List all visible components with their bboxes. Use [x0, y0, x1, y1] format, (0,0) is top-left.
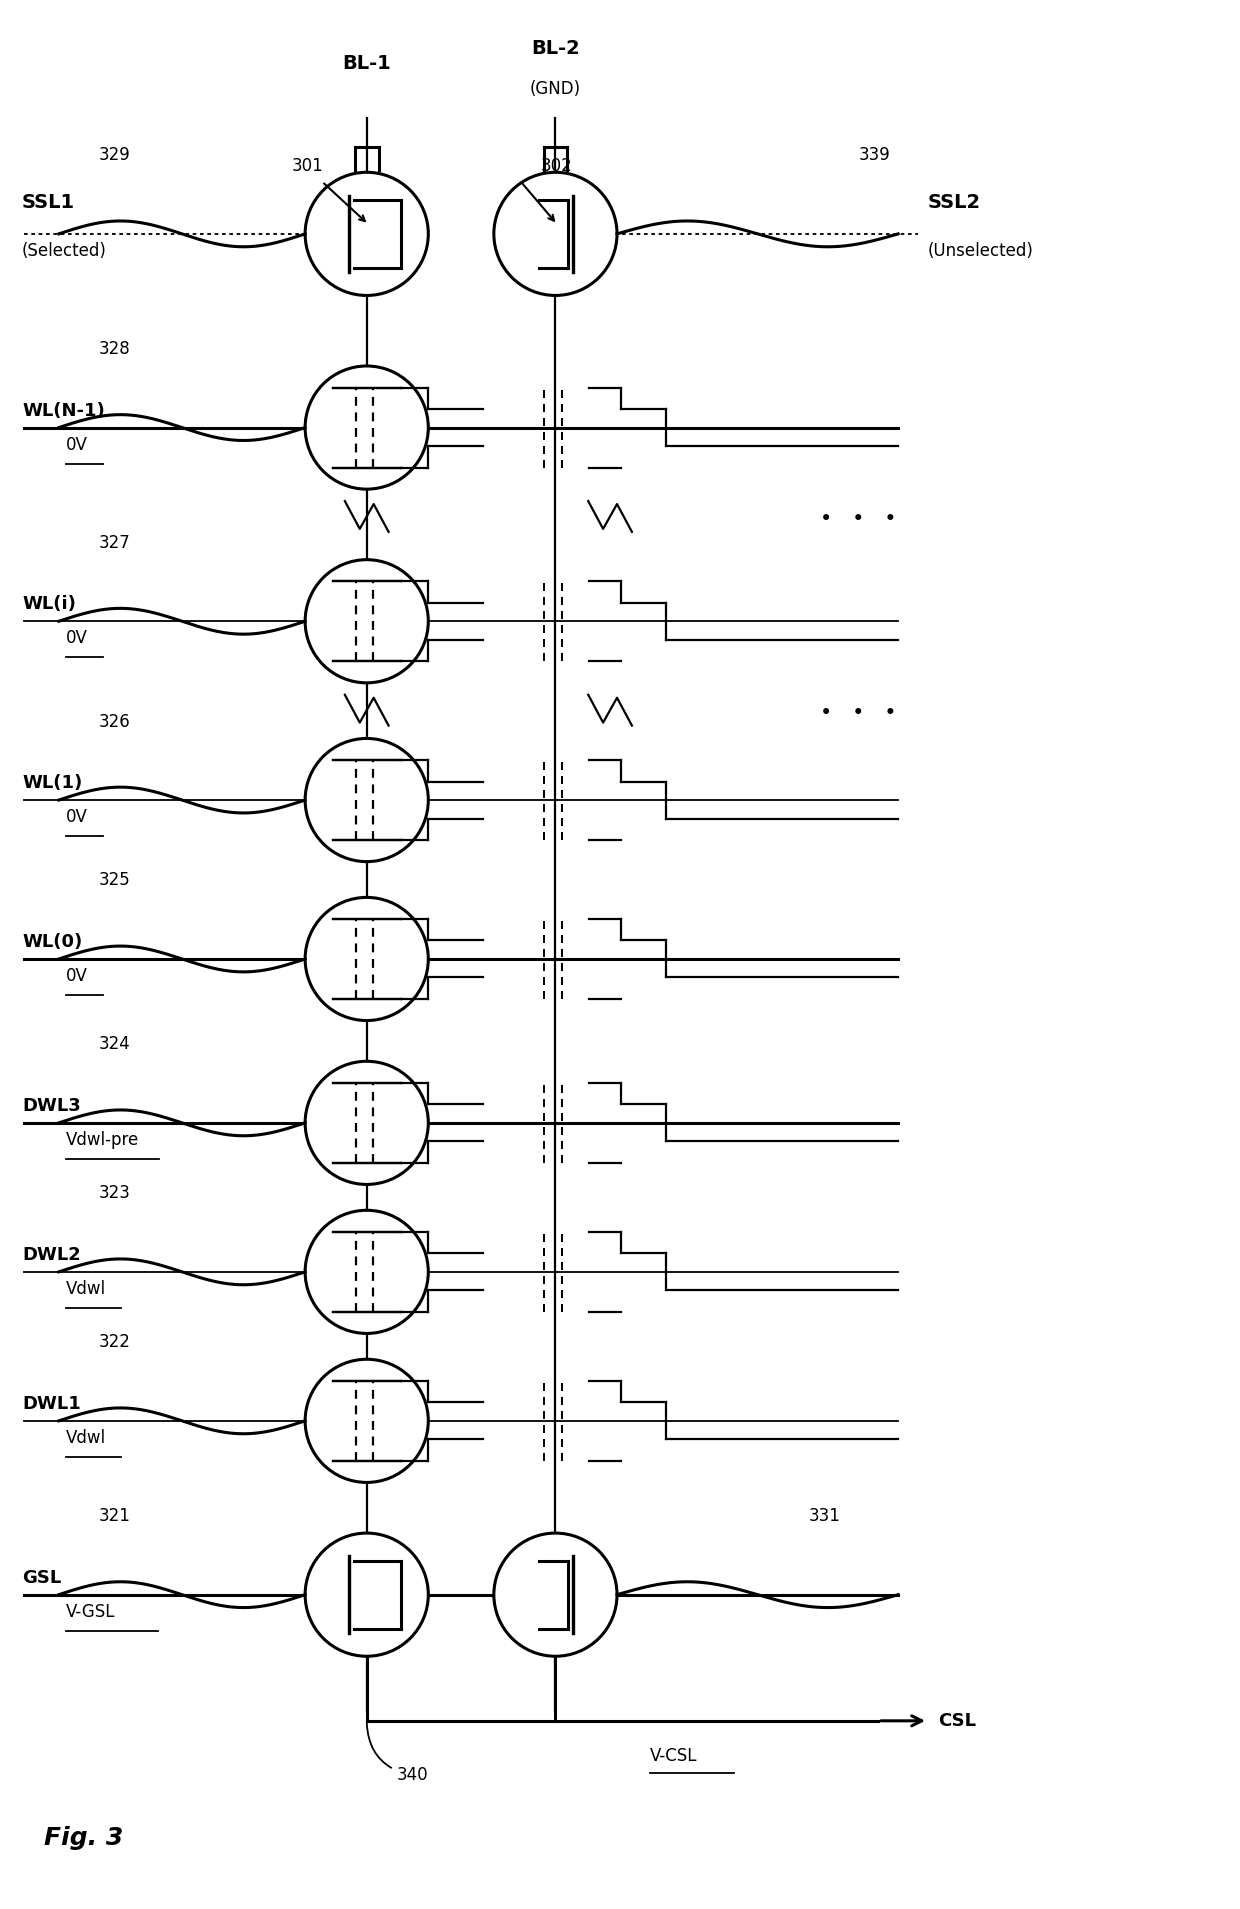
Text: BL-2: BL-2	[531, 38, 580, 57]
Text: WL(1): WL(1)	[22, 773, 82, 792]
Text: BL-1: BL-1	[342, 53, 391, 73]
Text: V-GSL: V-GSL	[66, 1604, 115, 1621]
Text: DWL1: DWL1	[22, 1395, 81, 1413]
Text: SSL2: SSL2	[928, 193, 981, 212]
Circle shape	[305, 897, 428, 1021]
Text: WL(0): WL(0)	[22, 934, 82, 951]
Text: 327: 327	[98, 535, 130, 552]
Text: 329: 329	[98, 147, 130, 164]
Text: Vdwl: Vdwl	[66, 1281, 105, 1298]
Text: 328: 328	[98, 340, 130, 359]
Circle shape	[305, 172, 428, 296]
Text: WL(i): WL(i)	[22, 596, 76, 613]
Text: 302: 302	[541, 157, 573, 176]
Text: 321: 321	[98, 1506, 130, 1525]
Text: DWL3: DWL3	[22, 1098, 81, 1115]
Circle shape	[305, 367, 428, 489]
Text: •   •   •: • • •	[820, 510, 897, 529]
Text: 0V: 0V	[66, 630, 88, 647]
Circle shape	[305, 1210, 428, 1332]
Text: SSL1: SSL1	[22, 193, 76, 212]
Text: GSL: GSL	[22, 1569, 61, 1586]
Text: 301: 301	[291, 157, 322, 176]
Text: 323: 323	[98, 1184, 130, 1203]
Text: DWL2: DWL2	[22, 1247, 81, 1264]
Text: WL(N-1): WL(N-1)	[22, 401, 105, 420]
Text: 339: 339	[858, 147, 890, 164]
Text: 325: 325	[98, 871, 130, 890]
Text: 340: 340	[367, 1724, 428, 1785]
Text: Fig. 3: Fig. 3	[43, 1827, 123, 1850]
Text: (GND): (GND)	[529, 80, 582, 97]
Text: CSL: CSL	[937, 1712, 976, 1730]
Text: (Unselected): (Unselected)	[928, 242, 1034, 260]
Text: Vdwl: Vdwl	[66, 1430, 105, 1447]
Text: 322: 322	[98, 1332, 130, 1352]
Circle shape	[305, 739, 428, 861]
Circle shape	[494, 1533, 618, 1657]
Circle shape	[305, 1359, 428, 1483]
Text: 324: 324	[98, 1035, 130, 1054]
Circle shape	[305, 1061, 428, 1184]
Text: 0V: 0V	[66, 968, 88, 985]
Text: V-CSL: V-CSL	[650, 1747, 697, 1764]
Circle shape	[305, 559, 428, 683]
Text: 326: 326	[98, 712, 130, 731]
Text: 0V: 0V	[66, 808, 88, 827]
Circle shape	[494, 172, 618, 296]
Text: 331: 331	[808, 1506, 841, 1525]
Text: •   •   •: • • •	[820, 703, 897, 724]
Text: (Selected): (Selected)	[22, 242, 107, 260]
Text: Vdwl-pre: Vdwl-pre	[66, 1132, 139, 1149]
Text: 0V: 0V	[66, 435, 88, 454]
Circle shape	[305, 1533, 428, 1657]
